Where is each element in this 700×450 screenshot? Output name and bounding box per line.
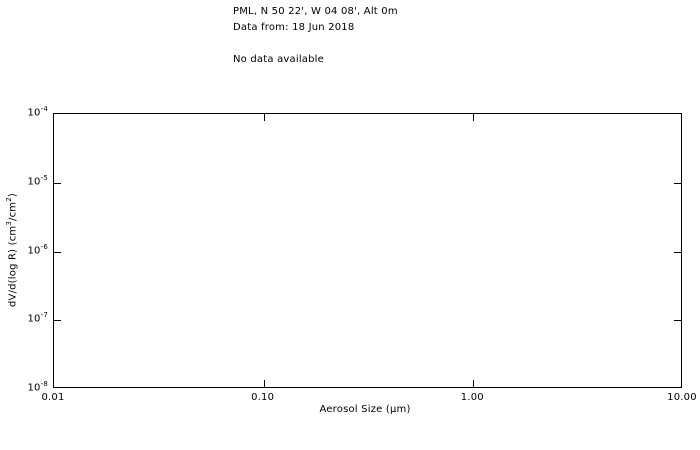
no-data-annotation: No data available bbox=[233, 54, 325, 65]
x-tick-bottom-0.10 bbox=[263, 380, 265, 387]
x-axis-title: Aerosol Size (μm) bbox=[319, 404, 411, 415]
y-tick-label-1e-6: 10-6 bbox=[0, 242, 48, 256]
y-tick-label-1e-5: 10-5 bbox=[0, 173, 48, 188]
y-tick-mantissa-1e-5: 10 bbox=[27, 176, 41, 188]
y-tick-left-1e-5 bbox=[54, 182, 61, 184]
x-tick-top-0.10 bbox=[263, 114, 265, 121]
y-axis-title-end: ) bbox=[7, 192, 19, 198]
y-tick-exponent-1e-6: -6 bbox=[40, 242, 48, 251]
y-axis-title-mid: /cm bbox=[7, 201, 19, 221]
y-tick-right-1e-5 bbox=[674, 182, 681, 184]
y-tick-right-1e-7 bbox=[674, 320, 681, 322]
y-axis-title-main: dV/d(log R) (cm bbox=[7, 225, 19, 308]
x-axis-title-container: Aerosol Size (μm) bbox=[0, 404, 700, 415]
x-tick-label-1.00: 1.00 bbox=[460, 392, 484, 403]
header-date-line: Data from: 18 Jun 2018 bbox=[233, 22, 355, 33]
y-tick-exponent-1e-7: -7 bbox=[40, 311, 48, 320]
y-tick-right-1e-6 bbox=[674, 251, 681, 253]
x-tick-label-0.10: 0.10 bbox=[251, 392, 275, 403]
y-tick-mantissa-1e-8: 10 bbox=[27, 382, 41, 394]
plot-header: PML, N 50 22', W 04 08', Alt 0m Data fro… bbox=[233, 4, 398, 36]
x-tick-top-1.00 bbox=[473, 114, 475, 121]
y-tick-exponent-1e-8: -8 bbox=[40, 380, 48, 389]
y-axis-title-sup-2: 2 bbox=[5, 197, 14, 202]
y-tick-mantissa-1e-7: 10 bbox=[27, 313, 41, 325]
x-tick-label-0.01: 0.01 bbox=[41, 392, 65, 403]
y-axis-title-sup-3: 3 bbox=[5, 220, 14, 226]
y-tick-exponent-1e-5: -5 bbox=[40, 173, 48, 182]
y-tick-mantissa-1e-6: 10 bbox=[27, 245, 41, 256]
y-axis-title: dV/d(log R) (cm3/cm2) bbox=[5, 192, 19, 308]
y-tick-label-1e-8: 10-8 bbox=[0, 380, 48, 394]
y-tick-mantissa-1e-4: 10 bbox=[27, 107, 41, 119]
plot-frame bbox=[53, 113, 682, 388]
y-tick-left-1e-7 bbox=[54, 320, 61, 322]
y-tick-label-1e-7: 10-7 bbox=[0, 311, 48, 325]
header-location-line: PML, N 50 22', W 04 08', Alt 0m bbox=[233, 6, 398, 17]
y-tick-label-1e-4: 10-4 bbox=[0, 105, 48, 119]
y-tick-exponent-1e-4: -4 bbox=[40, 105, 48, 114]
x-tick-bottom-1.00 bbox=[473, 380, 475, 387]
x-tick-label-10.00: 10.00 bbox=[667, 392, 697, 403]
y-tick-left-1e-6 bbox=[54, 251, 61, 253]
